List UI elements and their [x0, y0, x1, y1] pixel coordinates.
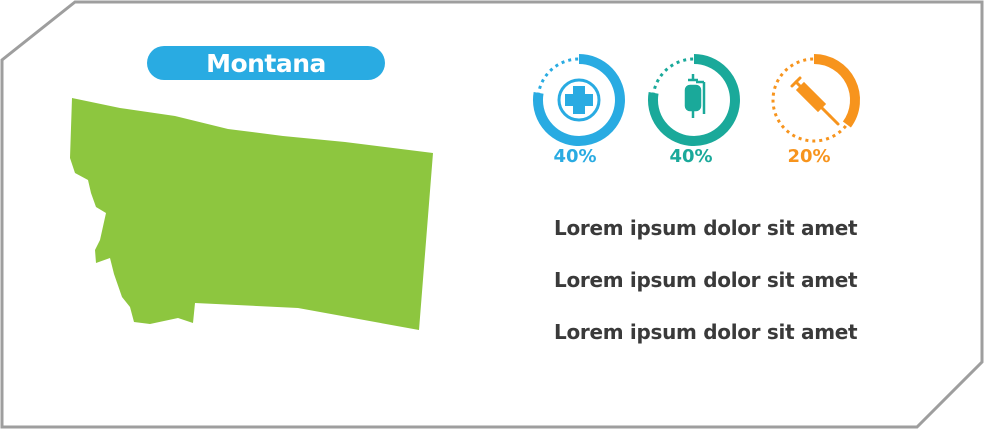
stat-value-medical: 40%: [553, 146, 597, 167]
text-list: Lorem ipsum dolor sit amet Lorem ipsum d…: [554, 214, 858, 370]
text-line: Lorem ipsum dolor sit amet: [554, 320, 858, 344]
syringe-icon: [790, 76, 840, 126]
state-name: Montana: [206, 48, 326, 78]
medical-cross-icon: [557, 78, 601, 122]
state-name-pill: Montana: [147, 46, 385, 80]
text-line: Lorem ipsum dolor sit amet: [554, 268, 858, 292]
stat-ring-syringe: [771, 54, 861, 143]
stat-value-iv: 40%: [669, 146, 713, 167]
iv-bag-icon: [684, 74, 706, 118]
stat-ring-medical: [533, 54, 625, 146]
stat-value-syringe: 20%: [787, 146, 831, 167]
text-line: Lorem ipsum dolor sit amet: [554, 216, 858, 240]
stat-ring-iv: [648, 54, 740, 146]
